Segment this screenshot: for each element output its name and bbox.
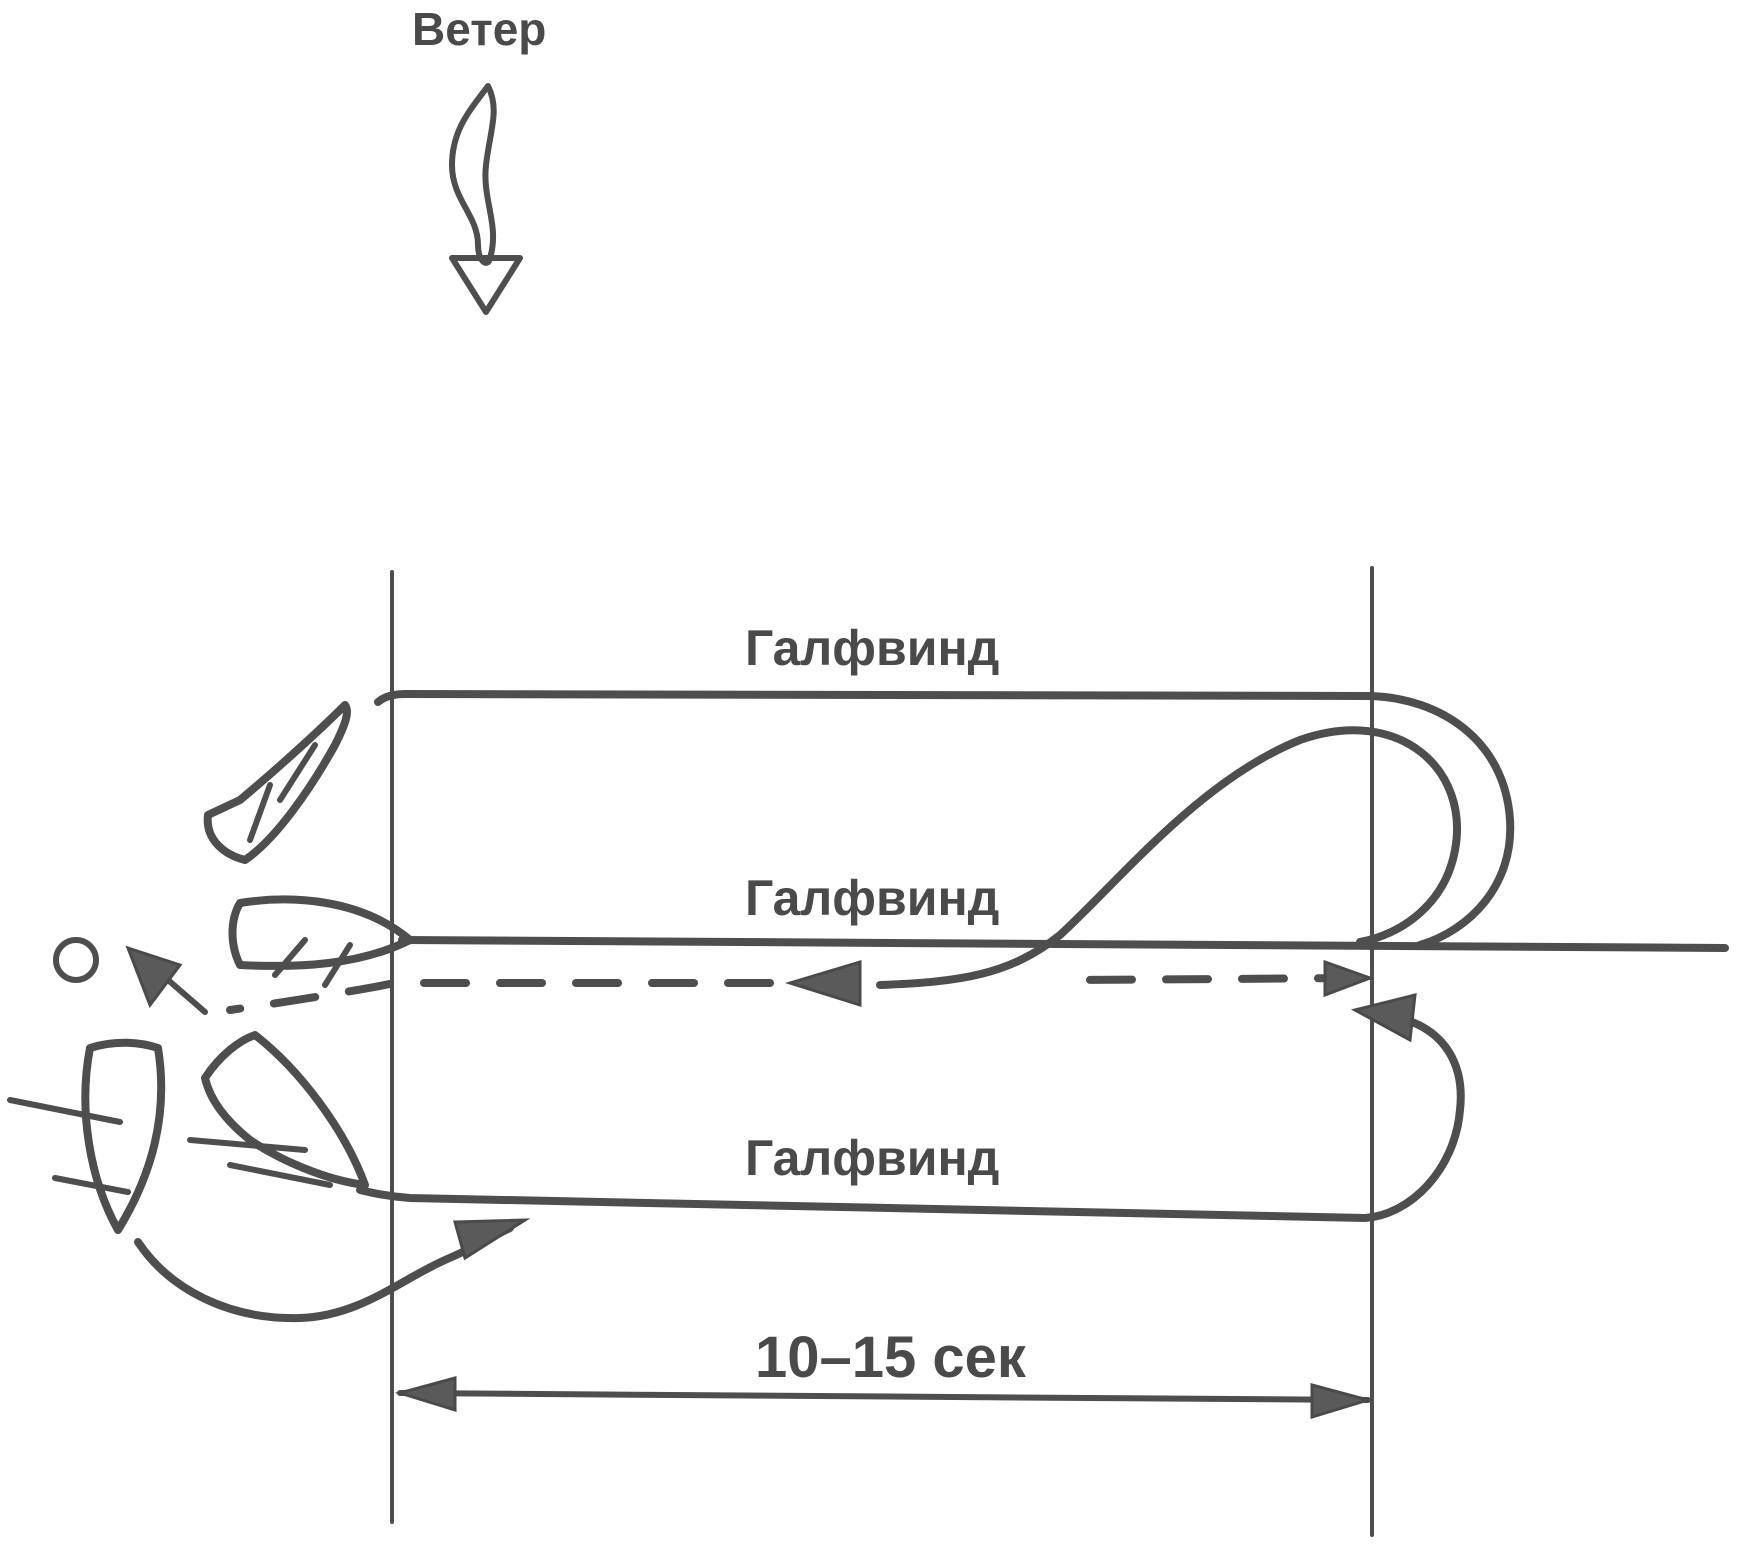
approach-arrowhead [453, 1218, 531, 1261]
boat-icon [7, 1038, 166, 1234]
track-loop [876, 726, 1461, 989]
course-label-middle: Галфвинд [745, 870, 999, 926]
wind-label: Ветер [412, 3, 546, 55]
time-arrow-right [1310, 1383, 1374, 1420]
mark-buoy-icon [53, 937, 99, 983]
track-top [374, 690, 1515, 949]
course-label-top: Галфвинд [745, 620, 999, 676]
bottom-turn-arrowhead [1350, 993, 1417, 1043]
track-middle [398, 936, 1729, 952]
mark-arrowhead [125, 945, 183, 1009]
time-dimension-line [397, 1390, 1371, 1403]
approach-curve [134, 1224, 514, 1323]
return-arrow-mid [784, 959, 862, 1008]
boat-icon [203, 701, 351, 864]
track-return-dashed [226, 974, 1364, 1014]
track-bottom [356, 1014, 1465, 1222]
wind-arrow-icon [449, 83, 523, 315]
time-arrow-left [394, 1376, 457, 1413]
boat-icon [187, 1031, 369, 1189]
wind-arrowhead [449, 255, 523, 315]
boat-icon [228, 895, 414, 988]
time-label: 10–15 сек [755, 1325, 1027, 1390]
course-label-bottom: Галфвинд [745, 1130, 999, 1186]
return-arrow-right [1323, 959, 1375, 998]
